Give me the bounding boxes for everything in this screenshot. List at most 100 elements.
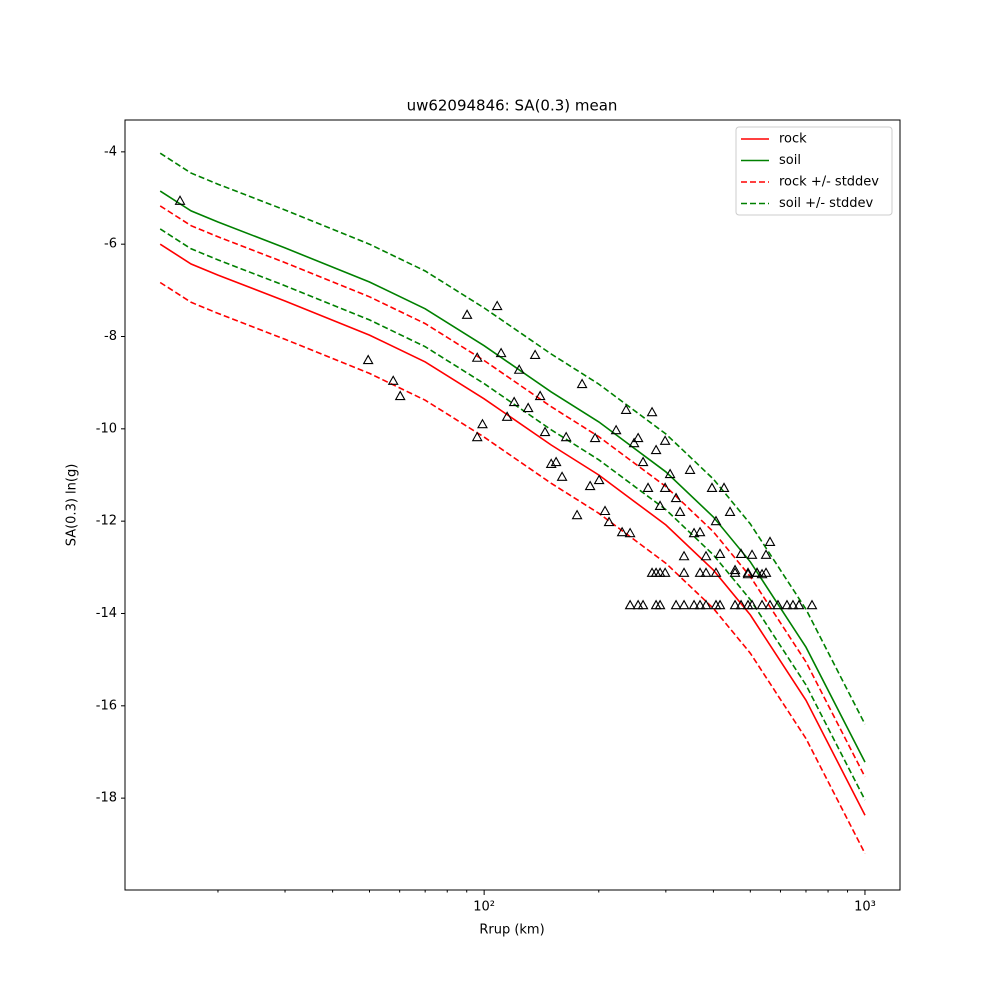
chart-title: uw62094846: SA(0.3) mean bbox=[407, 97, 618, 115]
scatter-point bbox=[471, 431, 483, 442]
scatter-point bbox=[603, 516, 615, 527]
x-tick-label: 10² bbox=[473, 900, 495, 915]
scatter-point bbox=[729, 567, 741, 577]
scatter-point bbox=[735, 599, 747, 610]
scatter-point bbox=[714, 548, 726, 558]
scatter-point bbox=[746, 549, 758, 559]
scatter-point bbox=[646, 406, 658, 417]
scatter-point bbox=[729, 564, 741, 575]
scatter-point bbox=[718, 482, 730, 492]
scatter-point bbox=[781, 599, 793, 610]
x-axis-label: Rrup (km) bbox=[479, 923, 544, 938]
y-tick-label: -6 bbox=[104, 237, 117, 252]
series-line bbox=[159, 281, 866, 854]
y-tick-label: -12 bbox=[96, 514, 117, 529]
scatter-point bbox=[589, 432, 601, 443]
plot-frame bbox=[124, 119, 901, 891]
scatter-point bbox=[616, 526, 628, 537]
scatter-point bbox=[556, 471, 568, 481]
scatter-point bbox=[764, 536, 776, 546]
scatter-point bbox=[787, 599, 799, 610]
series-line bbox=[159, 205, 866, 778]
scatter-point bbox=[659, 567, 671, 577]
scatter-point bbox=[678, 599, 690, 610]
scatter-point bbox=[674, 506, 686, 516]
scatter-point bbox=[529, 349, 541, 360]
series-line bbox=[159, 228, 866, 801]
scatter-point bbox=[593, 474, 605, 485]
scatter-point bbox=[539, 426, 551, 437]
scatter-point bbox=[513, 364, 525, 374]
scatter-point bbox=[729, 599, 741, 610]
x-tick-label: 10³ bbox=[854, 900, 876, 915]
y-tick-label: -8 bbox=[104, 329, 117, 344]
scatter-point bbox=[678, 567, 690, 577]
scatter-point bbox=[550, 456, 562, 467]
scatter-point bbox=[637, 599, 649, 610]
scatter-point bbox=[545, 458, 557, 468]
scatter-point bbox=[659, 482, 671, 492]
scatter-point bbox=[793, 599, 805, 610]
scatter-point bbox=[700, 550, 712, 561]
scatter-point bbox=[688, 599, 700, 610]
scatter-point bbox=[700, 567, 712, 577]
scatter-point bbox=[760, 567, 772, 577]
scatter-point bbox=[714, 599, 726, 610]
scatter-point bbox=[700, 599, 712, 610]
scatter-point bbox=[670, 599, 682, 610]
scatter-point bbox=[650, 444, 662, 455]
scatter-point bbox=[576, 378, 588, 389]
scatter-point bbox=[756, 599, 768, 610]
scatter-point bbox=[584, 480, 596, 491]
scatter-point bbox=[628, 437, 640, 448]
scatter-point bbox=[694, 599, 706, 610]
scatter-point bbox=[710, 515, 722, 526]
scatter-point bbox=[670, 492, 682, 503]
scatter-point bbox=[632, 432, 644, 443]
scatter-point bbox=[659, 435, 671, 445]
scatter-point bbox=[620, 404, 632, 414]
scatter-point bbox=[742, 567, 754, 577]
legend-box bbox=[735, 126, 893, 216]
y-tick-label: -18 bbox=[96, 791, 117, 806]
scatter-point bbox=[501, 411, 513, 421]
scatter-point bbox=[387, 375, 399, 385]
scatter-point bbox=[694, 567, 706, 577]
legend-label: soil bbox=[779, 153, 801, 168]
scatter-point bbox=[491, 300, 503, 311]
scatter-point bbox=[534, 390, 546, 401]
scatter-point bbox=[362, 354, 374, 365]
scatter-point bbox=[477, 418, 488, 429]
scatter-point bbox=[471, 352, 483, 362]
scatter-point bbox=[764, 599, 776, 610]
scatter-point bbox=[694, 526, 706, 537]
scatter-point bbox=[495, 347, 507, 358]
legend-label: soil +/- stddev bbox=[779, 196, 874, 211]
y-tick-label: -14 bbox=[96, 606, 117, 621]
scatter-point bbox=[522, 402, 534, 413]
legend-label: rock bbox=[779, 132, 807, 147]
scatter-point bbox=[637, 456, 649, 467]
scatter-point bbox=[735, 548, 747, 558]
scatter-point bbox=[560, 431, 572, 442]
scatter-point bbox=[624, 599, 636, 610]
scatter-point bbox=[174, 195, 186, 205]
scatter-point bbox=[806, 599, 818, 610]
scatter-point bbox=[684, 464, 696, 474]
y-tick-label: -10 bbox=[96, 421, 117, 436]
scatter-point bbox=[571, 509, 583, 520]
legend-label: rock +/- stddev bbox=[779, 175, 879, 190]
scatter-point bbox=[688, 527, 700, 538]
series-line bbox=[159, 190, 866, 763]
scatter-point bbox=[610, 424, 622, 435]
scatter-point bbox=[746, 599, 758, 610]
scatter-point bbox=[642, 482, 654, 492]
scatter-point bbox=[706, 482, 718, 492]
y-tick-label: -16 bbox=[96, 698, 117, 713]
scatter-point bbox=[654, 500, 666, 510]
y-axis-label: SA(0.3) ln(g) bbox=[65, 464, 80, 547]
scatter-point bbox=[710, 567, 722, 577]
scatter-point bbox=[394, 390, 406, 401]
scatter-point bbox=[599, 505, 611, 516]
